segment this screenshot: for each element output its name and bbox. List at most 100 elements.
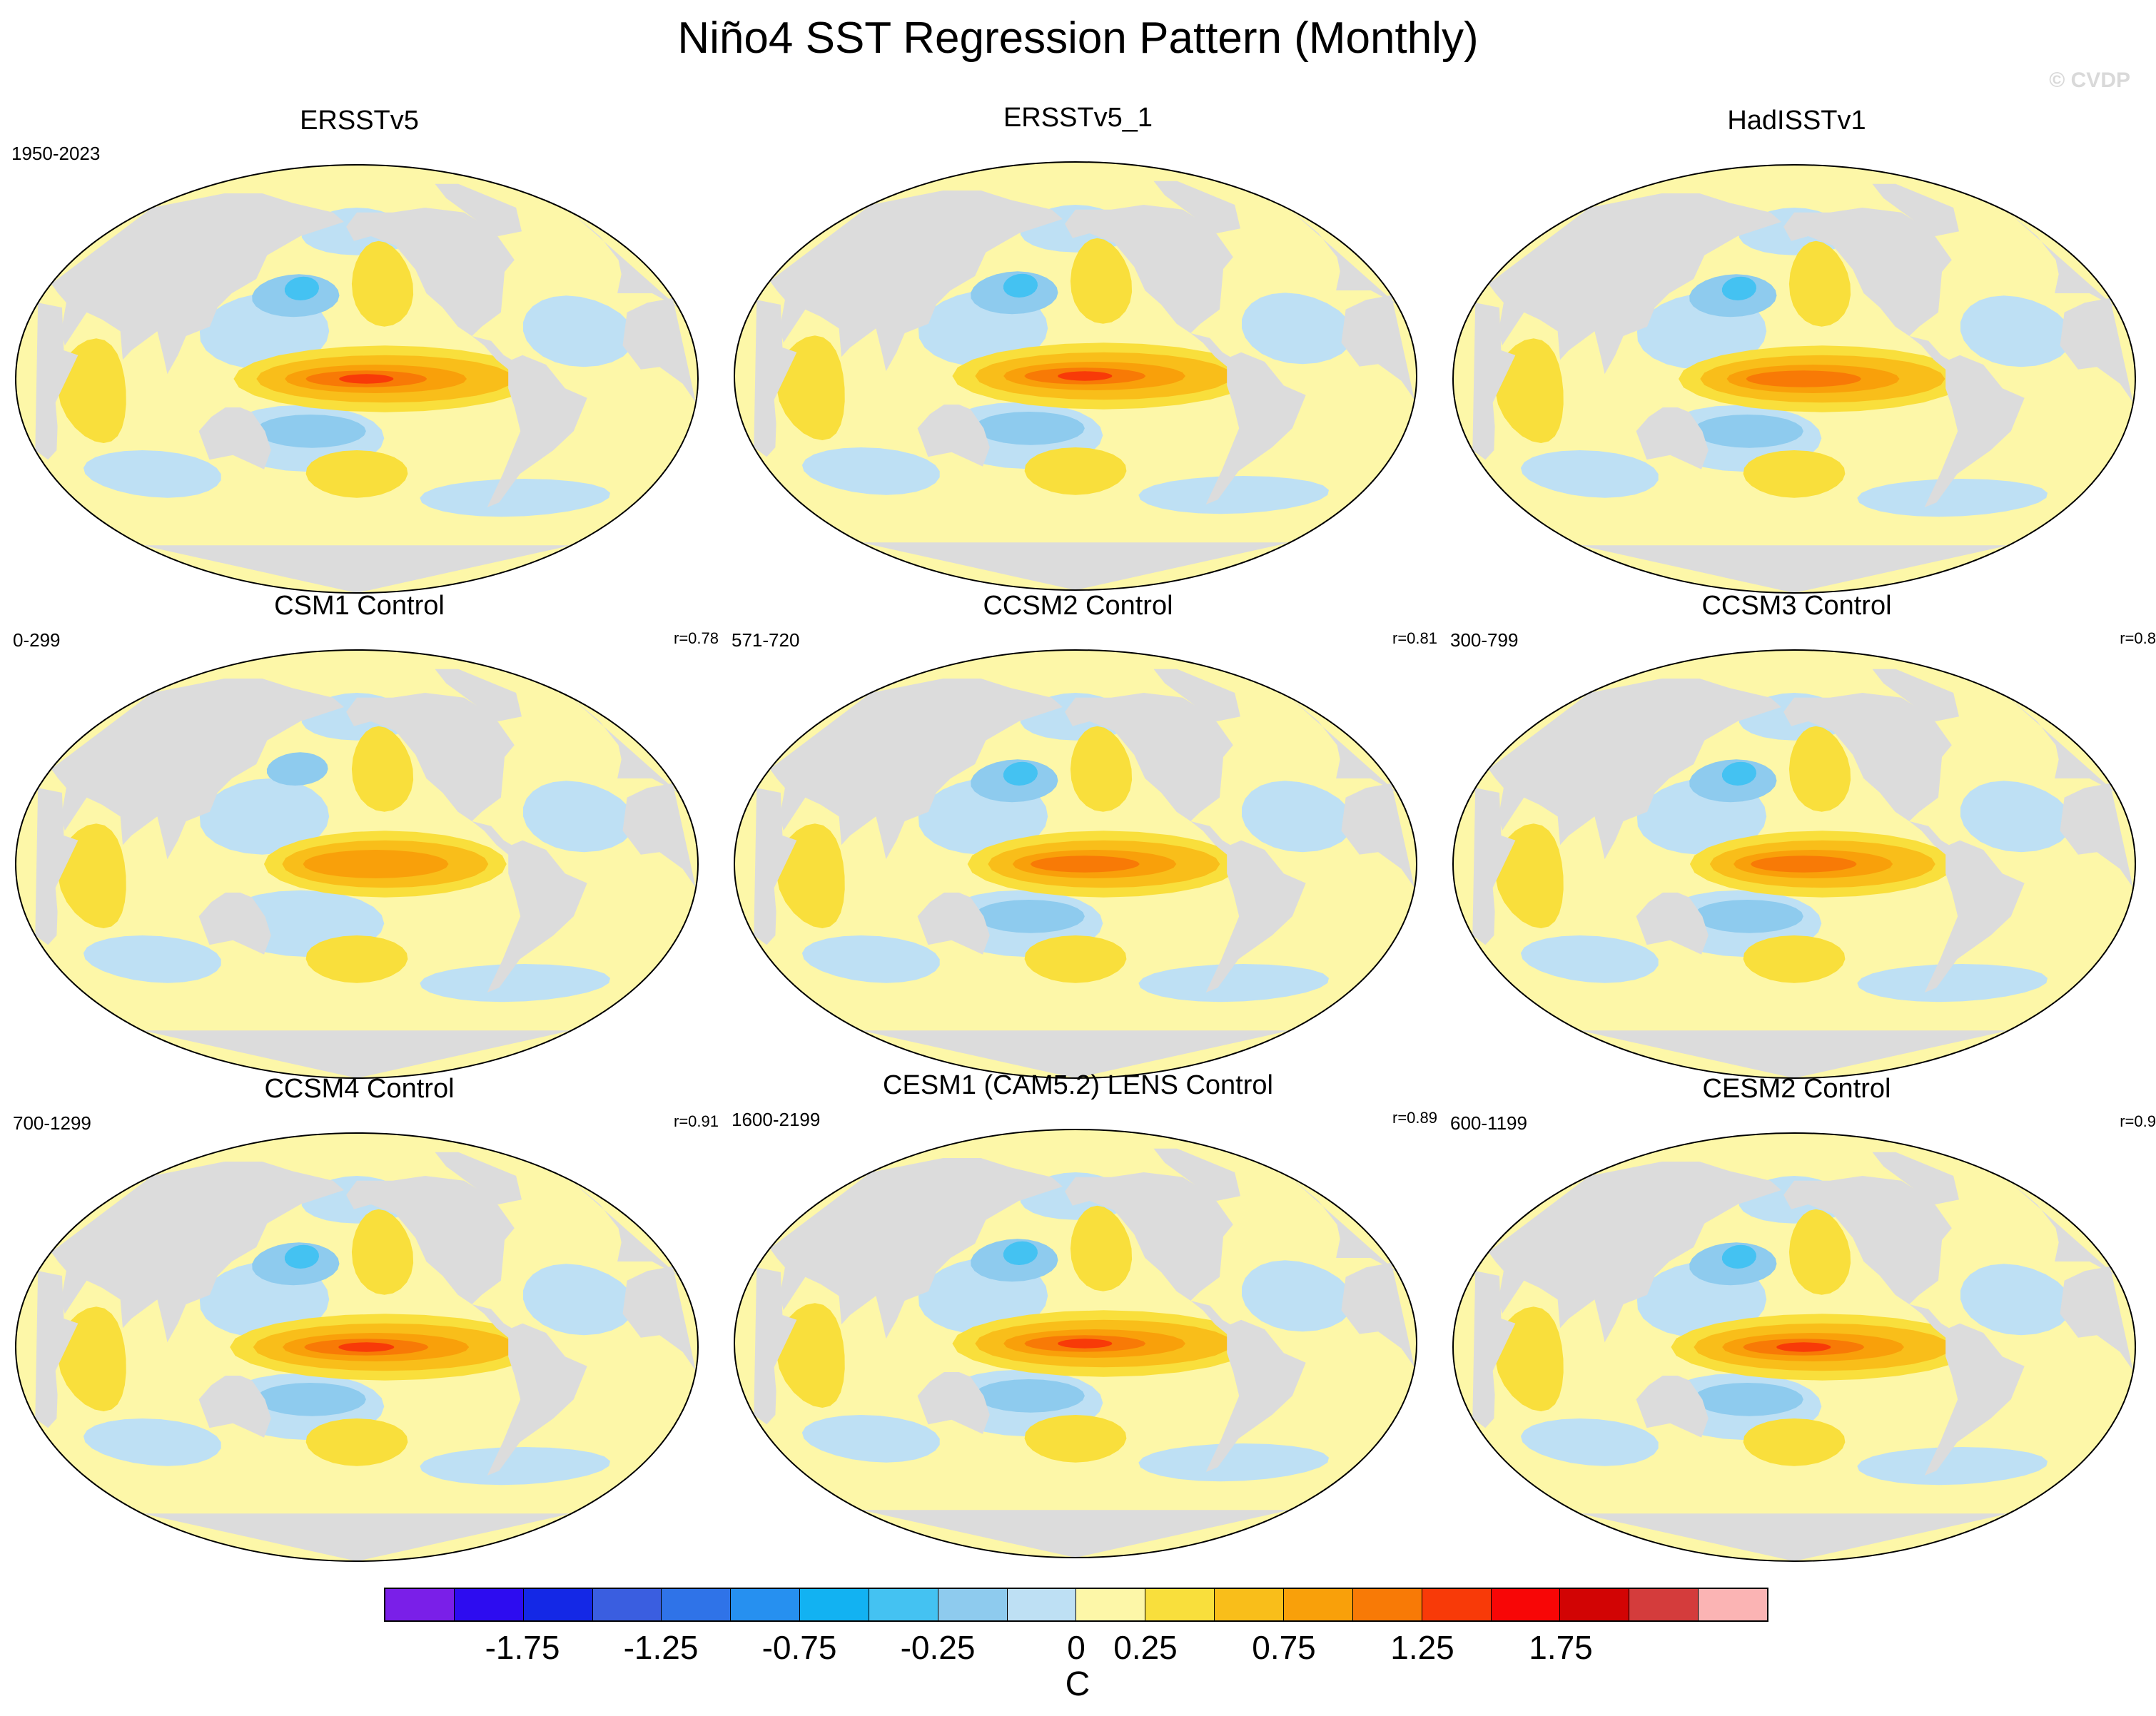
land-mass (1872, 669, 1959, 721)
sst-regression-map (1452, 164, 2136, 594)
land-mass (1783, 693, 1952, 821)
negative-anomaly-region (83, 1418, 221, 1466)
negative-anomaly-region (1857, 1447, 2048, 1486)
colorbar-swatch (1699, 1589, 1767, 1620)
panel-hadisstv1: HadISSTv1 (1437, 106, 2156, 598)
panel-correlation: r=0.91 (674, 1112, 719, 1130)
colorbar-swatch (869, 1589, 938, 1620)
land-mass (1636, 1376, 1709, 1438)
positive-anomaly-region (1750, 856, 1857, 873)
panel-ccsm2-control: CCSM2 Control 571-720 r=0.81 (719, 591, 1437, 1083)
sst-regression-map (15, 164, 699, 594)
sst-regression-map (734, 649, 1417, 1079)
positive-anomaly-region (1024, 1415, 1127, 1463)
sst-regression-map (1452, 649, 2136, 1079)
panel-correlation: r=0.81 (1392, 629, 1437, 647)
colorbar-swatch (938, 1589, 1008, 1620)
positive-anomaly-region (305, 1418, 408, 1466)
land-mass (435, 183, 522, 236)
positive-anomaly-region (1495, 338, 1564, 443)
panel-title: CSM1 Control (274, 591, 445, 621)
land-mass (1153, 181, 1240, 233)
colorbar-swatch (592, 1589, 662, 1620)
panel-correlation: r=0.8 (2120, 629, 2156, 647)
land-mass (1579, 1030, 2009, 1078)
panel-period: 300-799 (1450, 629, 1519, 651)
panel-period: 0-299 (13, 629, 61, 651)
land-mass (1190, 821, 1306, 992)
land-mass (769, 679, 1063, 860)
land-mass (435, 669, 522, 721)
negative-anomaly-region (255, 415, 366, 448)
negative-anomaly-region (523, 781, 635, 853)
land-mass (1472, 788, 1516, 945)
positive-anomaly-region (1788, 240, 1851, 327)
land-mass (35, 788, 79, 945)
panel-period: 1600-2199 (732, 1109, 821, 1130)
negative-anomaly-region (974, 900, 1085, 933)
positive-anomaly-region (1776, 1342, 1831, 1352)
positive-anomaly-region (1743, 450, 1846, 498)
land-mass (1153, 1148, 1240, 1201)
panel-correlation: r=0.89 (1392, 1109, 1437, 1127)
cvdp-watermark: © CVDP (2049, 68, 2130, 92)
land-mass (1783, 208, 1952, 336)
positive-anomaly-region (351, 726, 414, 812)
negative-anomaly-region (1138, 964, 1329, 1002)
land-mass (1153, 669, 1240, 721)
map-border (15, 1132, 699, 1562)
negative-anomaly-region (284, 276, 319, 300)
panel-title: CCSM2 Control (983, 591, 1173, 621)
positive-anomaly-region (1070, 726, 1133, 812)
negative-anomaly-region (83, 935, 221, 983)
land-mass (917, 1372, 990, 1434)
panel-correlation: r=0.9 (2120, 1112, 2156, 1130)
panel-cesm2-control: CESM2 Control 600-1199 r=0.9 (1437, 1074, 2156, 1566)
land-mass (1872, 183, 1959, 236)
land-mass (1872, 1152, 1959, 1204)
negative-anomaly-region (974, 412, 1085, 445)
colorbar-tick-label: 0.75 (1252, 1629, 1316, 1666)
land-mass (917, 893, 990, 955)
colorbar-tick-label: 1.25 (1390, 1629, 1454, 1666)
panel-ersstv5: ERSSTv5 1950-2023 (0, 106, 719, 598)
sst-regression-map (734, 161, 1417, 591)
panel-period: 600-1199 (1450, 1112, 1527, 1134)
panel-period: 1950-2023 (11, 143, 101, 164)
positive-anomaly-region (1070, 1205, 1133, 1291)
negative-anomaly-region (1721, 1244, 1756, 1269)
colorbar-units: C (1065, 1665, 1090, 1703)
sst-regression-map (15, 649, 699, 1079)
panel-ccsm3-control: CCSM3 Control 300-799 r=0.8 (1437, 591, 2156, 1083)
panel-ersstv5-1: ERSSTv5_1 (719, 103, 1437, 595)
colorbar-swatch (1422, 1589, 1492, 1620)
negative-anomaly-region (199, 778, 330, 855)
panel-title: CESM1 (CAM5.2) LENS Control (883, 1070, 1273, 1100)
positive-anomaly-region (305, 450, 408, 498)
land-mass (198, 893, 271, 955)
panel-ccsm4-control: CCSM4 Control 700-1299 r=0.91 (0, 1074, 719, 1566)
negative-anomaly-region (1960, 781, 2073, 853)
negative-anomaly-region (801, 447, 940, 495)
positive-anomaly-region (351, 240, 414, 327)
land-mass (472, 821, 587, 992)
negative-anomaly-region (83, 450, 221, 498)
land-mass (1065, 205, 1233, 333)
colorbar-swatch (1007, 1589, 1077, 1620)
negative-anomaly-region (1520, 450, 1659, 498)
negative-anomaly-region (284, 1244, 319, 1269)
colorbar-swatch (523, 1589, 593, 1620)
land-mass (1579, 545, 2009, 593)
land-mass (769, 1158, 1063, 1339)
map-border (734, 161, 1417, 591)
positive-anomaly-region (776, 335, 845, 440)
land-mass (1488, 193, 1781, 375)
colorbar-swatch (800, 1589, 869, 1620)
negative-anomaly-region (420, 1447, 610, 1486)
negative-anomaly-region (1003, 761, 1038, 786)
panel-title: ERSSTv5_1 (1003, 103, 1153, 133)
land-mass (861, 1510, 1290, 1558)
negative-anomaly-region (266, 752, 328, 786)
land-mass (1909, 1304, 2025, 1476)
land-mass (51, 1162, 344, 1343)
